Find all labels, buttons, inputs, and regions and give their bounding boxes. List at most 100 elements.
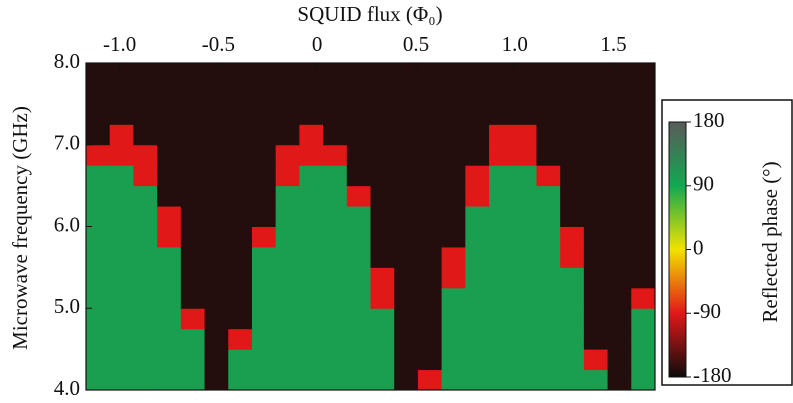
heatmap-cell: [299, 308, 324, 330]
heatmap-cell: [86, 246, 111, 268]
x-tick-label: -1.0: [103, 32, 136, 56]
heatmap-cell: [251, 226, 277, 248]
y-tick-label: 7.0: [54, 131, 80, 155]
colorbar-tick-label: 0: [693, 235, 704, 259]
heatmap-cell: [465, 124, 490, 146]
heatmap-cell: [346, 63, 371, 84]
heatmap-cell: [133, 124, 158, 146]
heatmap-cell: [560, 83, 585, 105]
heatmap-cell: [157, 328, 182, 350]
heatmap-cell: [394, 206, 419, 227]
heatmap-cell: [560, 185, 585, 207]
heatmap-cell: [417, 226, 443, 248]
heatmap-cell: [417, 63, 443, 84]
heatmap-cell: [204, 83, 229, 105]
heatmap-cell: [323, 246, 348, 268]
heatmap-cell: [133, 267, 158, 289]
heatmap-cell: [583, 308, 609, 330]
heatmap-cell: [204, 349, 229, 371]
heatmap-cell: [180, 349, 206, 371]
heatmap-cell: [583, 63, 609, 84]
heatmap-cell: [299, 226, 324, 248]
heatmap-cell: [346, 124, 371, 146]
heatmap-cell: [275, 328, 300, 350]
heatmap-cell: [109, 185, 134, 207]
heatmap-cell: [560, 63, 585, 84]
heatmap-cell: [394, 267, 419, 289]
heatmap-cell: [133, 144, 158, 166]
heatmap-cell: [441, 63, 466, 84]
heatmap-cell: [251, 63, 277, 84]
heatmap-cell: [157, 185, 182, 207]
heatmap-cell: [536, 63, 561, 84]
heatmap-cell: [441, 103, 466, 125]
x-tick-label: 1.0: [502, 32, 528, 56]
heatmap-cell: [86, 185, 111, 207]
heatmap-cell: [607, 63, 632, 84]
heatmap-cell: [157, 165, 182, 187]
heatmap-cell: [394, 165, 419, 187]
heatmap-cell: [560, 246, 585, 268]
heatmap-cell: [251, 349, 277, 371]
heatmap-cell: [631, 328, 656, 350]
heatmap-cell: [370, 349, 395, 371]
heatmap-cell: [109, 287, 134, 309]
heatmap-cell: [583, 226, 609, 248]
heatmap-cell: [560, 267, 585, 289]
heatmap-cell: [536, 103, 561, 125]
heatmap-cell: [133, 83, 158, 105]
heatmap-cell: [228, 328, 253, 350]
heatmap-cell: [251, 103, 277, 125]
heatmap-cell: [109, 206, 134, 227]
heatmap-cell: [133, 165, 158, 187]
heatmap-cell: [346, 267, 371, 289]
heatmap-cell: [512, 328, 537, 350]
heatmap-cell: [512, 287, 537, 309]
heatmap-cell: [133, 103, 158, 125]
heatmap-cell: [86, 83, 111, 105]
heatmap-cell: [512, 165, 537, 187]
heatmap-cell: [157, 308, 182, 330]
heatmap-cell: [441, 246, 466, 268]
heatmap-cell: [631, 63, 656, 84]
heatmap-cell: [536, 246, 561, 268]
heatmap-cell: [441, 369, 466, 391]
heatmap-cell: [323, 124, 348, 146]
heatmap-cell: [536, 349, 561, 371]
heatmap-cell: [465, 226, 490, 248]
heatmap-cell: [275, 308, 300, 330]
heatmap-cell: [228, 63, 253, 84]
heatmap-cell: [157, 267, 182, 289]
heatmap-cell: [109, 83, 134, 105]
heatmap-cell: [607, 287, 632, 309]
heatmap-cell: [370, 185, 395, 207]
heatmap-cell: [489, 103, 514, 125]
heatmap-cell: [512, 144, 537, 166]
heatmap-cell: [560, 226, 585, 248]
heatmap-cell: [323, 165, 348, 187]
heatmap-cell: [370, 226, 395, 248]
colorbar-tick-label: -90: [693, 299, 721, 323]
heatmap-cell: [489, 267, 514, 289]
heatmap-cell: [536, 369, 561, 391]
heatmap-cell: [299, 185, 324, 207]
heatmap-cell: [299, 328, 324, 350]
heatmap-cell: [489, 328, 514, 350]
heatmap-cell: [417, 369, 443, 391]
heatmap-cell: [299, 349, 324, 371]
heatmap-cell: [631, 349, 656, 371]
heatmap-cell: [109, 103, 134, 125]
heatmap-cell: [251, 144, 277, 166]
heatmap-cell: [394, 308, 419, 330]
heatmap-cell: [157, 144, 182, 166]
heatmap-cell: [560, 369, 585, 391]
heatmap-cell: [489, 226, 514, 248]
heatmap-cell: [370, 328, 395, 350]
heatmap-cell: [441, 144, 466, 166]
heatmap-cell: [583, 185, 609, 207]
heatmap-cell: [251, 369, 277, 391]
heatmap-cell: [583, 287, 609, 309]
heatmap-cell: [512, 206, 537, 227]
heatmap-cell: [631, 144, 656, 166]
heatmap-cell: [180, 165, 206, 187]
